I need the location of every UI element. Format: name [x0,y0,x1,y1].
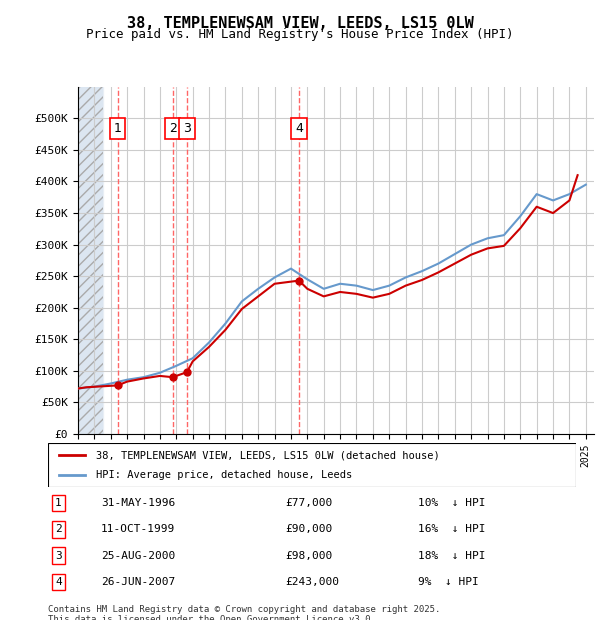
Text: Contains HM Land Registry data © Crown copyright and database right 2025.
This d: Contains HM Land Registry data © Crown c… [48,604,440,620]
Text: Price paid vs. HM Land Registry's House Price Index (HPI): Price paid vs. HM Land Registry's House … [86,28,514,41]
Text: 9%  ↓ HPI: 9% ↓ HPI [418,577,478,587]
Text: 4: 4 [295,122,303,135]
Text: 11-OCT-1999: 11-OCT-1999 [101,525,175,534]
Text: 10%  ↓ HPI: 10% ↓ HPI [418,498,485,508]
Bar [78,87,103,434]
Text: 2: 2 [169,122,176,135]
Text: 3: 3 [183,122,191,135]
Text: 2: 2 [55,525,62,534]
Text: 4: 4 [55,577,62,587]
Text: 38, TEMPLENEWSAM VIEW, LEEDS, LS15 0LW (detached house): 38, TEMPLENEWSAM VIEW, LEEDS, LS15 0LW (… [95,451,439,461]
Text: £243,000: £243,000 [286,577,340,587]
Bar [78,87,103,434]
Text: 1: 1 [114,122,122,135]
FancyBboxPatch shape [48,443,576,487]
Text: 18%  ↓ HPI: 18% ↓ HPI [418,551,485,560]
Text: HPI: Average price, detached house, Leeds: HPI: Average price, detached house, Leed… [95,469,352,479]
Text: 16%  ↓ HPI: 16% ↓ HPI [418,525,485,534]
Text: 25-AUG-2000: 25-AUG-2000 [101,551,175,560]
Text: 31-MAY-1996: 31-MAY-1996 [101,498,175,508]
Text: £90,000: £90,000 [286,525,333,534]
Text: 3: 3 [55,551,62,560]
Text: 26-JUN-2007: 26-JUN-2007 [101,577,175,587]
Text: 1: 1 [55,498,62,508]
Text: £98,000: £98,000 [286,551,333,560]
Text: 38, TEMPLENEWSAM VIEW, LEEDS, LS15 0LW: 38, TEMPLENEWSAM VIEW, LEEDS, LS15 0LW [127,16,473,30]
Text: £77,000: £77,000 [286,498,333,508]
